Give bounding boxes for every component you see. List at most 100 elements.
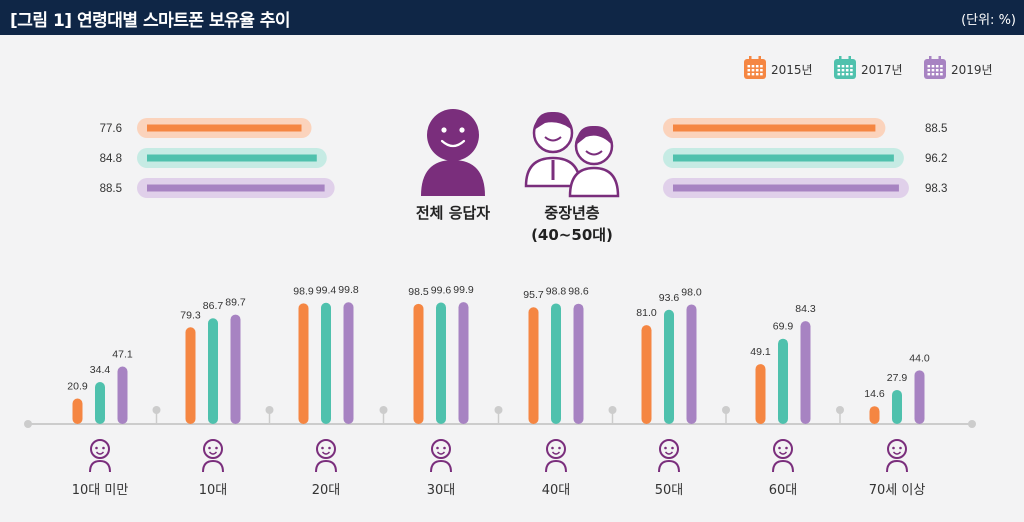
age-person-icon	[89, 439, 111, 473]
bar-value: 69.9	[773, 321, 794, 333]
hbar-2019	[673, 184, 899, 192]
axis-end-dot	[968, 420, 976, 428]
bar-2015	[528, 307, 539, 424]
divider-dot	[265, 406, 274, 414]
bar-value: 84.3	[795, 303, 816, 315]
bar-2019	[230, 314, 241, 424]
age-person-icon	[545, 439, 567, 473]
bar-2017	[778, 338, 788, 424]
bar-2015	[755, 364, 766, 424]
bar-value: 99.9	[453, 284, 474, 296]
bar-value: 99.6	[431, 284, 452, 296]
hbar-value: 98.3	[925, 183, 947, 195]
legend-item-2019: 2019년	[924, 56, 993, 79]
bar-value: 81.0	[636, 307, 657, 319]
legend-item-2015: 2015년	[744, 56, 813, 79]
bar-2017	[95, 382, 105, 424]
legend-item-2017: 2017년	[834, 56, 903, 79]
bar-2015	[641, 325, 652, 424]
bar-value: 98.5	[408, 286, 429, 298]
group-label-total: 전체 응답자	[416, 204, 490, 222]
bar-value: 20.9	[67, 381, 88, 393]
bar-value: 14.6	[864, 388, 885, 400]
bar-2015	[298, 303, 309, 424]
age-person-icon	[430, 439, 452, 473]
divider-dot	[608, 406, 617, 414]
bar-value: 89.7	[225, 297, 246, 309]
bar-2017	[892, 389, 902, 424]
bar-value: 44.0	[909, 352, 930, 364]
bar-value: 34.4	[90, 364, 111, 376]
bar-2015	[185, 327, 196, 424]
bar-value: 98.0	[681, 286, 702, 298]
calendar-icon	[834, 59, 856, 79]
bar-2019	[686, 304, 697, 424]
hbar-2017	[147, 154, 317, 162]
group-sublabel-middle-aged: (40~50대)	[531, 226, 613, 244]
category-label: 60대	[769, 483, 798, 498]
person-icon	[421, 109, 485, 196]
bar-2017	[436, 302, 446, 424]
bar-2017	[321, 302, 331, 424]
bar-value: 98.8	[546, 285, 567, 297]
middle-aged-couple-icon	[524, 111, 620, 198]
bar-value: 98.9	[293, 285, 314, 297]
bar-value: 49.1	[750, 346, 771, 358]
age-person-icon	[202, 439, 224, 473]
bar-value: 95.7	[523, 289, 544, 301]
divider-dot	[379, 406, 388, 414]
category-label: 70세 이상	[869, 483, 926, 498]
category-label: 30대	[427, 483, 456, 498]
age-person-icon	[772, 439, 794, 473]
bar-value: 86.7	[203, 300, 224, 312]
hbar-value: 88.5	[100, 183, 122, 195]
axis-end-dot	[24, 420, 32, 428]
hbar-2019	[147, 184, 325, 192]
legend-label: 2015년	[771, 63, 813, 77]
bar-value: 93.6	[659, 292, 680, 304]
calendar-icon	[744, 59, 766, 79]
bar-2015	[72, 398, 83, 424]
age-person-icon	[658, 439, 680, 473]
unit-label: (단위: %)	[961, 13, 1016, 28]
bar-value: 79.3	[180, 309, 201, 321]
legend-label: 2019년	[951, 63, 993, 77]
bar-2015	[869, 406, 880, 424]
category-label: 50대	[655, 483, 684, 498]
category-label: 10대 미만	[72, 483, 129, 498]
legend-label: 2017년	[861, 63, 903, 77]
bar-value: 27.9	[887, 372, 908, 384]
bar-2019	[458, 302, 469, 424]
bar-value: 99.4	[316, 285, 337, 297]
hbar-value: 88.5	[925, 123, 947, 135]
divider-dot	[494, 406, 503, 414]
category-label: 20대	[312, 483, 341, 498]
bar-2017	[551, 303, 561, 424]
bar-2019	[117, 366, 128, 424]
group-label-middle-aged: 중장년층	[544, 204, 599, 222]
figure-title: [그림 1] 연령대별 스마트폰 보유율 추이	[10, 11, 291, 31]
age-person-icon	[886, 439, 908, 473]
hbar-2015	[673, 124, 876, 132]
hbar-value: 84.8	[100, 153, 122, 165]
hbar-value: 77.6	[100, 123, 122, 135]
divider-dot	[722, 406, 730, 414]
bar-value: 47.1	[112, 349, 133, 361]
bar-2017	[208, 318, 218, 424]
category-label: 10대	[199, 483, 228, 498]
hbar-value: 96.2	[925, 153, 947, 165]
divider-dot	[836, 406, 844, 414]
bar-2019	[573, 303, 584, 424]
bar-2017	[664, 309, 674, 424]
hbar-2015	[147, 124, 302, 132]
figure-header: [그림 1] 연령대별 스마트폰 보유율 추이 (단위: %)	[0, 0, 1024, 35]
age-person-icon	[315, 439, 337, 473]
bar-2019	[914, 370, 925, 424]
hbar-2017	[673, 154, 894, 162]
bar-2015	[413, 303, 424, 424]
bar-2019	[800, 321, 811, 424]
divider-dot	[152, 406, 161, 414]
category-label: 40대	[542, 483, 571, 498]
bar-value: 98.6	[568, 286, 589, 298]
